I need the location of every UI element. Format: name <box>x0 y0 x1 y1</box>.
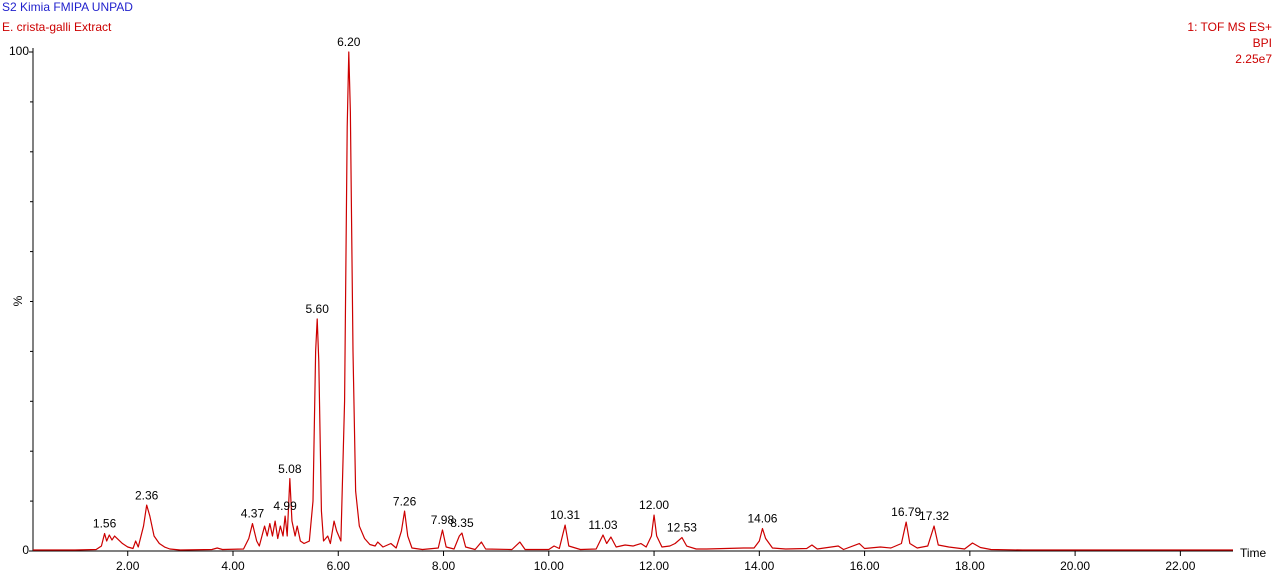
x-tick-label: 6.00 <box>327 559 351 573</box>
peak-label: 6.20 <box>337 35 361 49</box>
peak-label: 12.53 <box>667 521 697 535</box>
x-tick-label: 8.00 <box>432 559 456 573</box>
peak-label: 17.32 <box>919 509 949 523</box>
y-tick-label: 0 <box>22 543 29 557</box>
x-tick-label: 10.00 <box>534 559 564 573</box>
x-axis-label: Time <box>1240 546 1267 560</box>
y-axis-label: % <box>11 295 25 306</box>
x-tick-label: 2.00 <box>116 559 140 573</box>
peak-label: 16.79 <box>891 505 921 519</box>
peak-label: 4.37 <box>241 507 265 521</box>
peak-label: 7.26 <box>393 494 417 508</box>
chart-title: S2 Kimia FMIPA UNPAD <box>2 0 133 14</box>
peak-label: 7.98 <box>431 513 455 527</box>
peak-label: 2.36 <box>135 488 159 502</box>
peak-label: 8.35 <box>450 516 474 530</box>
x-tick-label: 22.00 <box>1165 559 1195 573</box>
x-tick-label: 16.00 <box>850 559 880 573</box>
peak-label: 5.60 <box>306 302 330 316</box>
x-tick-label: 20.00 <box>1060 559 1090 573</box>
x-tick-label: 18.00 <box>955 559 985 573</box>
x-tick-label: 4.00 <box>221 559 245 573</box>
peak-label: 4.99 <box>273 499 297 513</box>
peak-label: 14.06 <box>747 512 777 526</box>
peak-label: 5.08 <box>278 462 302 476</box>
x-tick-label: 12.00 <box>639 559 669 573</box>
peak-label: 11.03 <box>588 518 617 532</box>
chart-subtitle: E. crista-galli Extract <box>2 20 112 34</box>
peak-label: 1.56 <box>93 517 117 531</box>
intensity-label: 2.25e7 <box>1235 52 1272 66</box>
peak-label: 12.00 <box>639 498 669 512</box>
y-tick-label: 100 <box>9 44 29 58</box>
peak-label: 10.31 <box>550 508 580 522</box>
function-label: 1: TOF MS ES+ <box>1187 20 1272 34</box>
trace-line <box>33 51 1233 551</box>
trace-label: BPI <box>1253 36 1272 50</box>
x-tick-label: 14.00 <box>744 559 774 573</box>
